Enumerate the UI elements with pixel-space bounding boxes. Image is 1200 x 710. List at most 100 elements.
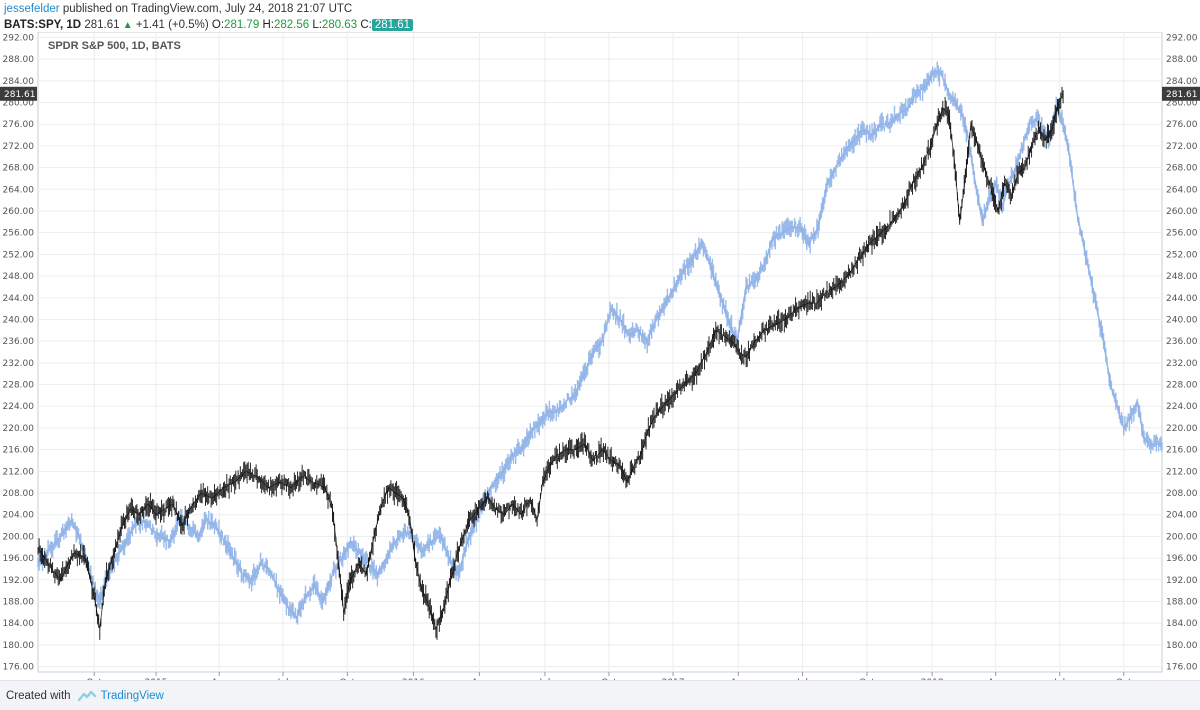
y-tick-label-right: 256.00	[1166, 229, 1198, 239]
close-value: 281.61	[371, 19, 413, 31]
y-tick-label-left: 292.00	[3, 33, 35, 43]
y-tick-label-right: 196.00	[1166, 554, 1198, 564]
x-tick-label: Apr	[211, 678, 227, 680]
last-price: 281.61	[84, 19, 120, 31]
high-label: H:	[262, 19, 274, 31]
y-tick-label-right: 228.00	[1166, 381, 1198, 391]
price-tag-left: 281.61	[0, 86, 37, 101]
change-value: +1.41 (+0.5%)	[135, 19, 209, 31]
close-label: C:	[360, 19, 372, 31]
x-tick-label: 2017	[662, 678, 685, 680]
y-tick-label-left: 244.00	[3, 294, 35, 304]
y-tick-label-right: 224.00	[1166, 402, 1198, 412]
y-tick-label-right: 260.00	[1166, 207, 1198, 217]
y-tick-label-left: 288.00	[3, 55, 35, 65]
chart-title: SPDR S&P 500, 1D, BATS	[48, 40, 181, 52]
x-tick-label: Oct	[340, 678, 356, 680]
y-tick-label-right: 232.00	[1166, 359, 1198, 369]
series-overlay-line	[37, 68, 1162, 620]
y-tick-label-left: 184.00	[3, 619, 35, 629]
y-tick-label-right: 252.00	[1166, 250, 1198, 260]
x-tick-label: Oct	[601, 678, 617, 680]
x-tick-label: 2015	[145, 678, 168, 680]
x-tick-label: 2018	[921, 678, 944, 680]
y-tick-label-right: 292.00	[1166, 33, 1198, 43]
y-tick-label-left: 188.00	[3, 597, 35, 607]
y-tick-label-right: 204.00	[1166, 511, 1198, 521]
y-tick-label-left: 240.00	[3, 315, 35, 325]
chart-header: jessefelder published on TradingView.com…	[4, 1, 1194, 33]
y-tick-label-left: 224.00	[3, 402, 35, 412]
footer-bar: Created with TradingView	[0, 680, 1200, 710]
high-value: 282.56	[273, 19, 310, 31]
tradingview-logo-icon[interactable]	[77, 690, 96, 702]
y-tick-label-left: 268.00	[3, 164, 35, 174]
y-tick-label-left: 200.00	[3, 532, 35, 542]
y-tick-label-left: 208.00	[3, 489, 35, 499]
y-tick-label-right: 272.00	[1166, 142, 1198, 152]
y-tick-label-left: 272.00	[3, 142, 35, 152]
grid	[38, 32, 1162, 672]
y-tick-label-left: 176.00	[3, 663, 35, 673]
x-tick-label: Apr	[472, 678, 488, 680]
y-tick-label-left: 248.00	[3, 272, 35, 282]
y-tick-label-right: 180.00	[1166, 641, 1198, 651]
x-tick-label: Jul	[277, 678, 289, 680]
x-tick-label: Apr	[730, 678, 746, 680]
y-tick-label-right: 216.00	[1166, 446, 1198, 456]
y-tick-label-right: 288.00	[1166, 55, 1198, 65]
symbol-label: BATS:SPY, 1D	[4, 19, 82, 31]
price-tag-bg	[1162, 86, 1200, 101]
y-tick-label-right: 188.00	[1166, 597, 1198, 607]
x-tick-label: Jul	[538, 678, 550, 680]
y-tick-label-left: 196.00	[3, 554, 35, 564]
x-axis[interactable]: Oct 2015 Apr Jul Oct 2016 Apr Jul Oct 2017 Apr Jul O…	[86, 672, 1132, 680]
price-tag-label: 281.61	[1166, 90, 1198, 100]
y-tick-label-right: 212.00	[1166, 467, 1198, 477]
created-with-label: Created with	[6, 689, 71, 702]
price-chart[interactable]: SPDR S&P 500, 1D, BATS 176.00 180.00 184.0…	[0, 32, 1200, 680]
published-text: published on TradingView.com, July 24, 2…	[59, 3, 353, 15]
y-tick-label-left: 192.00	[3, 576, 35, 586]
y-tick-label-right: 268.00	[1166, 164, 1198, 174]
y-axis-left[interactable]: 176.00 180.00 184.00 188.00 192.00 196.00 200.…	[3, 33, 35, 672]
y-tick-label-left: 256.00	[3, 229, 35, 239]
y-tick-label-right: 184.00	[1166, 619, 1198, 629]
y-tick-label-left: 204.00	[3, 511, 35, 521]
x-tick-label: Jul	[796, 678, 808, 680]
tradingview-link[interactable]: TradingView	[100, 689, 164, 702]
y-tick-label-right: 208.00	[1166, 489, 1198, 499]
x-tick-label: Jul	[1053, 678, 1065, 680]
y-tick-label-right: 220.00	[1166, 424, 1198, 434]
y-tick-label-left: 220.00	[3, 424, 35, 434]
y-tick-label-left: 236.00	[3, 337, 35, 347]
x-tick-label: Oct	[86, 678, 102, 680]
price-tag-bg	[0, 86, 37, 101]
y-tick-label-left: 264.00	[3, 185, 35, 195]
open-value: 281.79	[224, 19, 260, 31]
series-primary-line	[37, 93, 1064, 630]
x-tick-label: 2016	[402, 678, 425, 680]
y-tick-label-left: 252.00	[3, 250, 35, 260]
price-tag-right: 281.61	[1162, 86, 1200, 101]
y-tick-label-left: 276.00	[3, 120, 35, 130]
y-tick-label-right: 280.00	[1166, 99, 1198, 109]
y-tick-label-left: 216.00	[3, 446, 35, 456]
series-layer	[37, 61, 1163, 640]
y-tick-label-left: 260.00	[3, 207, 35, 217]
y-axis-right[interactable]: 176.00 180.00 184.00 188.00 192.00 196.00 200.…	[1166, 33, 1198, 672]
y-tick-label-right: 244.00	[1166, 294, 1198, 304]
up-arrow-icon: ▲	[122, 20, 133, 31]
price-tags: 281.61 281.61	[0, 86, 1200, 101]
x-tick-label: Oct	[1116, 678, 1132, 680]
quote-line: BATS:SPY, 1D 281.61 ▲ +1.41 (+0.5%) O:28…	[4, 17, 1194, 33]
y-tick-label-right: 240.00	[1166, 315, 1198, 325]
author-link[interactable]: jessefelder	[4, 3, 60, 15]
low-label: L:	[312, 19, 322, 31]
y-tick-label-right: 276.00	[1166, 120, 1198, 130]
y-tick-label-right: 236.00	[1166, 337, 1198, 347]
x-tick-label: Apr	[988, 678, 1004, 680]
y-tick-label-left: 212.00	[3, 467, 35, 477]
y-tick-label-right: 284.00	[1166, 77, 1198, 87]
low-value: 280.63	[321, 19, 358, 31]
